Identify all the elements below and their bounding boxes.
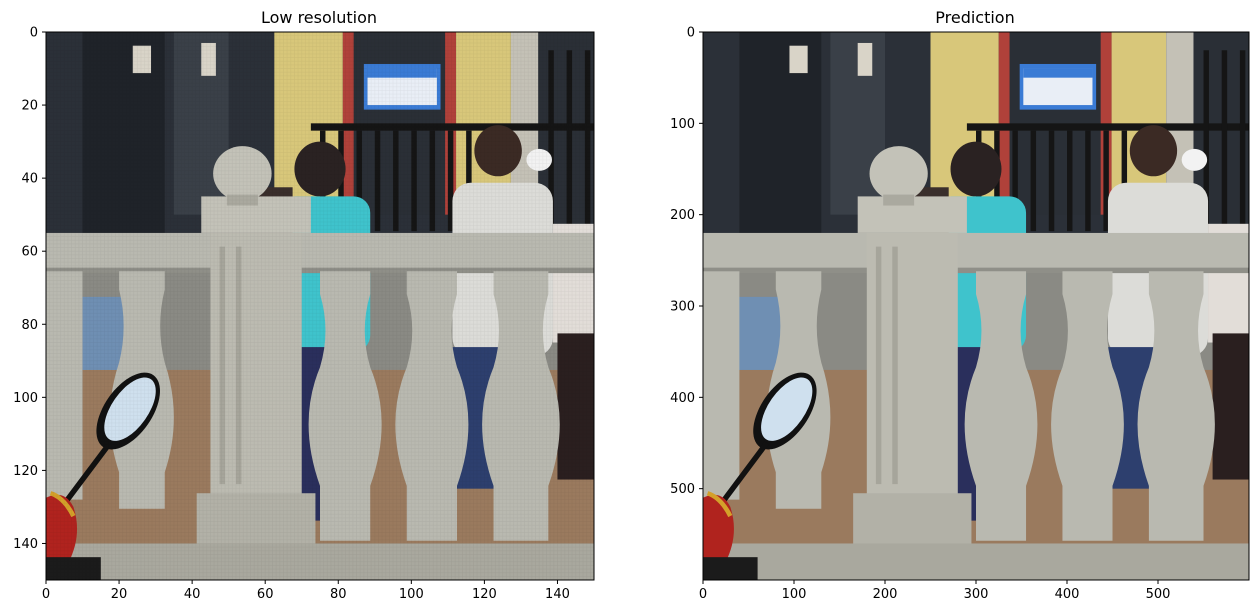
y-tick-label: 80 [21, 318, 38, 333]
y-tick-label: 500 [670, 482, 695, 497]
y-tick-label: 100 [670, 117, 695, 132]
y-tick-label: 300 [670, 300, 695, 315]
y-tick-label: 0 [687, 26, 695, 41]
panel-low-resolution: Low resolution 0 20 40 60 80 100 120 140 0 20 40 60… [13, 8, 595, 603]
x-tick-label: 200 [873, 587, 898, 602]
x-tick-label: 300 [964, 587, 989, 602]
y-tick-label: 20 [21, 99, 38, 114]
x-tick-label: 0 [42, 587, 50, 602]
x-tick-label: 400 [1055, 587, 1080, 602]
panel-prediction: Prediction 0 100 200 300 400 500 0 100 200 300 400… [670, 8, 1250, 603]
y-tick-label: 120 [13, 464, 38, 479]
y-tick-label: 140 [13, 537, 38, 552]
y-tick-label: 200 [670, 208, 695, 223]
x-tick-label: 140 [545, 587, 570, 602]
y-tick-label: 60 [21, 245, 38, 260]
image-low-resolution [46, 32, 594, 580]
x-tick-label: 60 [257, 587, 274, 602]
axes-frame [45, 31, 595, 581]
panel-title: Low resolution [261, 8, 377, 27]
panel-title: Prediction [935, 8, 1014, 27]
x-tick-label: 40 [184, 587, 201, 602]
x-tick-label: 500 [1146, 587, 1171, 602]
axis-ticks: 0 20 40 60 80 100 120 140 0 20 40 60 80 100 120 140 [13, 26, 570, 603]
x-tick-label: 80 [330, 587, 347, 602]
axis-ticks: 0 100 200 300 400 500 0 100 200 300 400 500 [670, 26, 1170, 603]
x-tick-label: 120 [472, 587, 497, 602]
x-tick-label: 100 [399, 587, 424, 602]
y-tick-label: 40 [21, 172, 38, 187]
y-tick-label: 400 [670, 391, 695, 406]
y-tick-label: 100 [13, 391, 38, 406]
y-tick-label: 0 [30, 26, 38, 41]
x-tick-label: 0 [699, 587, 707, 602]
image-prediction [703, 32, 1249, 580]
x-tick-label: 100 [782, 587, 807, 602]
x-tick-label: 20 [111, 587, 128, 602]
